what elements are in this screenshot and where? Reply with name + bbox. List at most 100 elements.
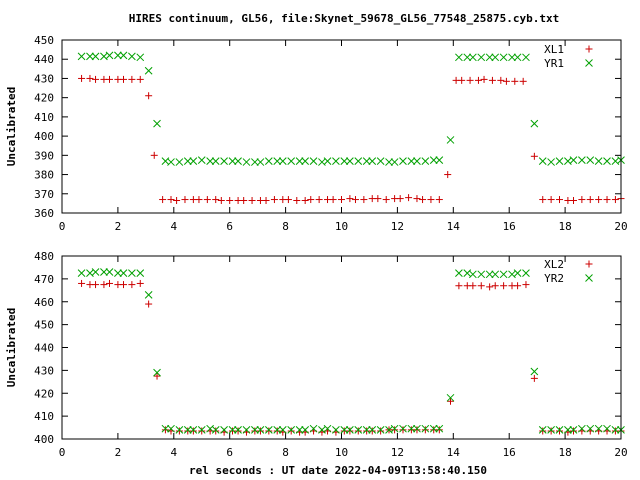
x-tick-label: 12 — [391, 220, 404, 233]
legend-marker — [585, 59, 593, 67]
data-point — [611, 425, 620, 434]
data-point — [435, 424, 444, 433]
data-point — [447, 397, 455, 405]
y-tick-label: 380 — [34, 169, 54, 182]
data-point — [106, 75, 114, 83]
data-point — [248, 197, 256, 205]
data-point — [262, 197, 270, 205]
x-tick-label: 18 — [558, 446, 571, 459]
data-point — [480, 75, 488, 83]
data-point — [332, 157, 340, 165]
x-tick-label: 6 — [226, 446, 233, 459]
data-point — [91, 268, 100, 276]
y-tick-label: 440 — [34, 342, 54, 355]
data-point — [377, 427, 385, 435]
data-point — [530, 374, 538, 382]
data-point — [128, 52, 136, 61]
data-point — [469, 270, 477, 279]
data-point — [556, 196, 564, 204]
data-point — [354, 425, 363, 434]
data-point — [407, 157, 416, 165]
x-tick-label: 16 — [503, 446, 516, 459]
plot-frame — [61, 255, 622, 440]
data-point — [167, 424, 175, 433]
data-point — [105, 51, 114, 60]
data-point — [189, 427, 197, 435]
data-point — [197, 425, 206, 434]
data-point — [256, 427, 264, 435]
y-tick-label: 400 — [34, 130, 54, 143]
data-point — [315, 196, 323, 204]
data-point — [407, 424, 416, 433]
series-xl1 — [78, 74, 625, 205]
y-tick-label: 390 — [34, 149, 54, 162]
data-point — [287, 157, 296, 165]
data-point — [220, 157, 228, 165]
data-point — [136, 75, 144, 83]
data-point — [309, 157, 318, 165]
data-point — [396, 195, 404, 203]
data-point — [100, 268, 108, 276]
data-point — [547, 158, 555, 166]
y-axis-label: Uncalibrated — [5, 87, 18, 166]
data-point — [385, 158, 393, 166]
data-point — [514, 282, 522, 290]
data-point — [175, 425, 184, 434]
data-point — [500, 282, 508, 290]
data-point — [463, 53, 472, 62]
data-point — [256, 425, 265, 434]
data-point — [497, 76, 505, 84]
data-point — [78, 74, 86, 82]
data-point — [419, 196, 427, 204]
data-point — [78, 279, 86, 287]
data-point — [226, 197, 234, 205]
data-point — [413, 426, 421, 434]
data-point — [368, 425, 377, 434]
x-tick-label: 8 — [282, 446, 289, 459]
data-point — [340, 157, 349, 165]
data-point — [360, 196, 368, 204]
data-point — [265, 427, 273, 435]
x-tick-label: 14 — [447, 220, 461, 233]
data-point — [211, 157, 220, 165]
data-point — [603, 157, 611, 165]
data-point — [323, 424, 332, 433]
data-point — [390, 158, 399, 166]
data-point — [351, 196, 359, 204]
data-point — [368, 427, 376, 435]
data-point — [346, 427, 354, 435]
data-point — [466, 76, 474, 84]
data-point — [346, 195, 354, 203]
data-point — [511, 77, 519, 85]
data-point — [159, 196, 167, 204]
data-point — [183, 157, 192, 165]
data-point — [128, 269, 136, 278]
data-point — [92, 281, 100, 289]
data-point — [354, 157, 363, 165]
data-point — [603, 424, 611, 433]
data-point — [474, 76, 482, 84]
data-point — [530, 152, 538, 160]
data-point — [346, 425, 354, 434]
data-point — [508, 53, 516, 62]
data-point — [114, 269, 122, 278]
data-point — [144, 291, 153, 299]
x-tick-label: 18 — [558, 220, 571, 233]
data-point — [119, 281, 127, 289]
data-point — [92, 75, 100, 83]
y-tick-label: 420 — [34, 387, 54, 400]
y-tick-label: 460 — [34, 296, 54, 309]
data-point — [556, 427, 564, 435]
data-point — [145, 300, 153, 308]
data-point — [594, 424, 603, 433]
data-point — [307, 196, 315, 204]
data-point — [435, 156, 444, 164]
data-point — [173, 197, 181, 205]
data-point — [234, 427, 242, 435]
data-point — [251, 425, 259, 434]
data-point — [547, 196, 555, 204]
data-point — [491, 53, 500, 62]
legend-label: XL2 — [544, 258, 564, 271]
data-point — [251, 158, 259, 166]
